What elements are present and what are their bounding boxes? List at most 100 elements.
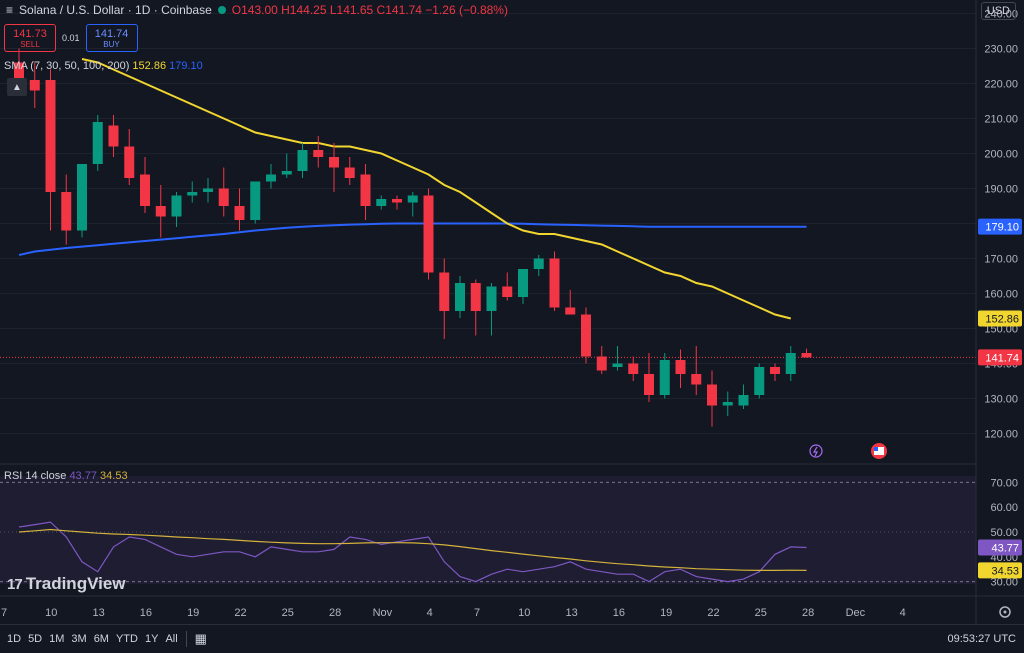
flag-icon[interactable] bbox=[871, 443, 887, 459]
range-1y[interactable]: 1Y bbox=[144, 633, 159, 645]
menu-icon[interactable]: ≡ bbox=[6, 3, 14, 17]
candle-body bbox=[297, 150, 308, 171]
current-price-tag: 141.74 bbox=[985, 352, 1019, 364]
sma-fast-line bbox=[81, 58, 792, 320]
candle-body bbox=[675, 360, 686, 374]
rsi-legend[interactable]: RSI 14 close 43.77 34.53 bbox=[4, 470, 128, 482]
candle-body bbox=[439, 272, 450, 311]
price-tick-label: 120.00 bbox=[984, 429, 1018, 441]
rsi-ma-value-tag: 34.53 bbox=[991, 565, 1019, 577]
collapse-legend-icon[interactable]: ▲ bbox=[7, 78, 27, 96]
range-all[interactable]: All bbox=[165, 633, 178, 645]
range-3m[interactable]: 3M bbox=[71, 633, 87, 645]
time-tick-label: 22 bbox=[234, 607, 246, 619]
range-ytd[interactable]: YTD bbox=[115, 633, 138, 645]
time-tick-label: 25 bbox=[755, 607, 767, 619]
date-range-calendar-icon[interactable]: ▦ bbox=[194, 631, 207, 646]
candle-body bbox=[392, 199, 402, 203]
price-tick-label: 150.00 bbox=[984, 324, 1018, 336]
rsi-legend-ma-value: 34.53 bbox=[100, 470, 128, 482]
range-1d[interactable]: 1D bbox=[7, 633, 22, 645]
time-tick-label: 4 bbox=[427, 607, 433, 619]
currency-selector[interactable]: USD bbox=[980, 2, 1016, 20]
time-tick-label: 22 bbox=[707, 607, 719, 619]
price-tick-label: 170.00 bbox=[984, 254, 1018, 266]
price-tick-label: 220.00 bbox=[984, 79, 1018, 91]
settings-gear-icon[interactable] bbox=[999, 606, 1011, 618]
logo-text: TradingView bbox=[25, 574, 126, 593]
time-tick-label: 10 bbox=[45, 607, 57, 619]
sma-fast-price-tag-bg bbox=[978, 310, 1022, 327]
candle-body bbox=[155, 206, 166, 217]
current-price-tag-bg bbox=[978, 349, 1022, 366]
ohlc-values: O143.00 H144.25 L141.65 C141.74 −1.26 (−… bbox=[231, 3, 508, 17]
sell-label: SELL bbox=[20, 39, 40, 49]
candle-body bbox=[281, 171, 292, 175]
candle-body bbox=[785, 353, 796, 374]
candle-body bbox=[313, 150, 324, 157]
sell-button[interactable]: 141.73 SELL bbox=[4, 24, 56, 52]
candle-body bbox=[45, 80, 56, 192]
candle-body bbox=[612, 363, 623, 367]
time-tick-label: 13 bbox=[92, 607, 104, 619]
candle-body bbox=[124, 146, 135, 178]
price-tick-label: 240.00 bbox=[984, 9, 1018, 21]
candle-body bbox=[738, 395, 749, 406]
candle-body bbox=[171, 195, 182, 217]
lightning-icon[interactable] bbox=[809, 444, 823, 458]
sma-legend[interactable]: SMA (7, 30, 50, 100, 200) 152.86 179.10 bbox=[4, 60, 203, 72]
rsi-legend-value: 43.77 bbox=[69, 470, 97, 482]
price-tick-label: 160.00 bbox=[984, 289, 1018, 301]
candle-body bbox=[360, 174, 371, 206]
trade-panel: 141.73 SELL 0.01 141.74 BUY bbox=[4, 24, 138, 52]
market-status-icon bbox=[217, 6, 226, 14]
bottom-toolbar: 1D 5D 1M 3M 6M YTD 1Y All ▦ 09:53:27 UTC bbox=[0, 624, 1024, 653]
time-tick-label: 7 bbox=[1, 607, 7, 619]
candle-body bbox=[92, 122, 103, 164]
candle-body bbox=[266, 174, 276, 182]
buy-button[interactable]: 141.74 BUY bbox=[85, 24, 138, 52]
buy-label: BUY bbox=[103, 39, 120, 49]
candle-body bbox=[250, 181, 261, 220]
rsi-band bbox=[0, 476, 976, 584]
price-tick-label: 130.00 bbox=[984, 394, 1018, 406]
utc-clock[interactable]: 09:53:27 UTC bbox=[947, 633, 1016, 645]
rsi-tick-label: 70.00 bbox=[990, 477, 1018, 489]
candle-body bbox=[533, 258, 544, 269]
candle-body bbox=[455, 283, 465, 311]
tradingview-logo[interactable]: 17 TradingView bbox=[7, 574, 126, 594]
sma-legend-value-fast: 152.86 bbox=[132, 60, 167, 72]
candle-body bbox=[234, 206, 245, 220]
candle-body bbox=[140, 174, 150, 206]
candle-body bbox=[659, 360, 670, 395]
time-tick-label: 25 bbox=[282, 607, 294, 619]
symbol-title[interactable]: Solana / U.S. Dollar · 1D · Coinbase bbox=[19, 3, 212, 17]
candle-body bbox=[549, 258, 560, 308]
rsi-tick-label: 50.00 bbox=[990, 527, 1018, 539]
candle-body bbox=[470, 283, 481, 311]
candle-body bbox=[376, 199, 387, 206]
rsi-ma-line bbox=[18, 528, 807, 572]
sma-fast-price-tag: 152.86 bbox=[985, 313, 1019, 325]
tradingview-mark-icon: 17 bbox=[7, 575, 23, 593]
candle-body bbox=[187, 192, 198, 196]
candle-body bbox=[628, 363, 639, 374]
time-tick-label: 19 bbox=[660, 607, 672, 619]
candle-body bbox=[565, 307, 576, 315]
range-6m[interactable]: 6M bbox=[93, 633, 109, 645]
chart-header: ≡ Solana / U.S. Dollar · 1D · Coinbase O… bbox=[6, 3, 508, 17]
spread-value: 0.01 bbox=[62, 33, 80, 43]
range-5d[interactable]: 5D bbox=[28, 633, 43, 645]
candle-body bbox=[14, 62, 24, 80]
sma-slow-price-tag: 179.10 bbox=[985, 222, 1019, 234]
candle-body bbox=[407, 195, 418, 203]
time-tick-label: 10 bbox=[518, 607, 530, 619]
buy-price: 141.74 bbox=[94, 27, 129, 40]
rsi-legend-label: RSI 14 close bbox=[4, 470, 67, 482]
candle-body bbox=[329, 157, 339, 168]
candle-body bbox=[486, 286, 497, 311]
range-1m[interactable]: 1M bbox=[49, 633, 65, 645]
candle-body bbox=[596, 356, 607, 371]
candle-body bbox=[29, 80, 40, 91]
